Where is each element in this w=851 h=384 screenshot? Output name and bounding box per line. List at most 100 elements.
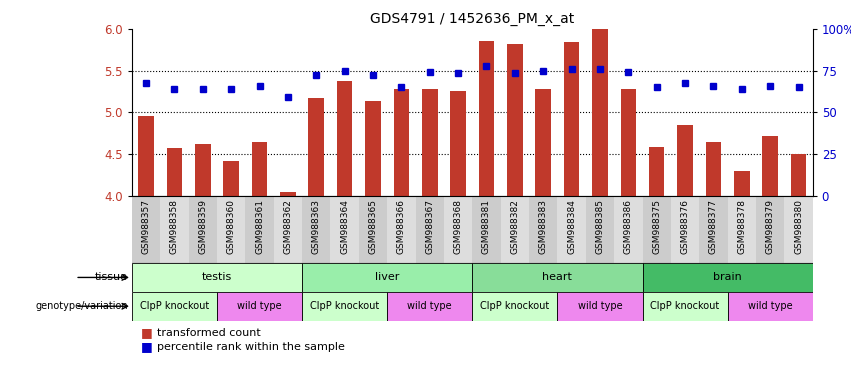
Bar (422, 89, 437, 196)
Bar (649, 147, 665, 196)
Text: genotype/variation: genotype/variation (35, 301, 128, 311)
Bar (444, 196, 472, 263)
Text: GSM988363: GSM988363 (311, 199, 321, 254)
Bar (132, 263, 302, 292)
Text: GSM988380: GSM988380 (794, 199, 803, 254)
Bar (365, 101, 380, 196)
Text: wild type: wild type (578, 301, 622, 311)
Bar (620, 89, 637, 196)
Text: GSM988384: GSM988384 (567, 199, 576, 254)
Text: percentile rank within the sample: percentile rank within the sample (157, 341, 346, 352)
Title: GDS4791 / 1452636_PM_x_at: GDS4791 / 1452636_PM_x_at (370, 12, 574, 26)
Text: tissue: tissue (94, 272, 128, 283)
Text: wild type: wild type (408, 301, 452, 311)
Bar (387, 196, 415, 263)
Text: GSM988383: GSM988383 (539, 199, 548, 254)
Text: ClpP knockout: ClpP knockout (310, 301, 380, 311)
Text: GSM988358: GSM988358 (170, 199, 179, 254)
Bar (671, 196, 700, 263)
Bar (592, 29, 608, 196)
Text: GSM988385: GSM988385 (596, 199, 604, 254)
Bar (557, 196, 585, 263)
Bar (643, 263, 813, 292)
Bar (302, 196, 330, 263)
Bar (614, 196, 643, 263)
Bar (563, 42, 580, 196)
Bar (450, 91, 466, 196)
Text: transformed count: transformed count (157, 328, 261, 338)
Text: liver: liver (375, 272, 399, 283)
Text: ClpP knockout: ClpP knockout (650, 301, 720, 311)
Bar (217, 196, 245, 263)
Bar (167, 148, 182, 196)
Text: GSM988359: GSM988359 (198, 199, 208, 254)
Bar (500, 196, 529, 263)
Bar (478, 41, 494, 196)
Bar (308, 98, 324, 196)
Text: GSM988357: GSM988357 (141, 199, 151, 254)
Text: GSM988386: GSM988386 (624, 199, 633, 254)
Text: GSM988381: GSM988381 (482, 199, 491, 254)
Text: testis: testis (202, 272, 232, 283)
Bar (734, 171, 750, 196)
Bar (280, 192, 296, 196)
Text: GSM988379: GSM988379 (766, 199, 774, 254)
Text: GSM988382: GSM988382 (511, 199, 519, 254)
Bar (223, 161, 239, 196)
Text: GSM988365: GSM988365 (368, 199, 378, 254)
Bar (302, 292, 387, 321)
Bar (705, 142, 722, 196)
Bar (189, 196, 217, 263)
Bar (132, 292, 217, 321)
Bar (302, 263, 472, 292)
Text: GSM988366: GSM988366 (397, 199, 406, 254)
Text: GSM988378: GSM988378 (737, 199, 746, 254)
Bar (330, 196, 359, 263)
Bar (274, 196, 302, 263)
Text: GSM988362: GSM988362 (283, 199, 293, 254)
Bar (529, 196, 557, 263)
Bar (700, 196, 728, 263)
Bar (643, 292, 728, 321)
Bar (337, 81, 352, 196)
Bar (132, 196, 160, 263)
Bar (643, 196, 671, 263)
Bar (393, 89, 409, 196)
Text: GSM988360: GSM988360 (226, 199, 236, 254)
Bar (728, 196, 756, 263)
Bar (557, 292, 643, 321)
Text: ClpP knockout: ClpP knockout (480, 301, 550, 311)
Bar (728, 292, 813, 321)
Text: GSM988364: GSM988364 (340, 199, 349, 254)
Text: GSM988376: GSM988376 (681, 199, 689, 254)
Bar (415, 196, 444, 263)
Bar (472, 263, 643, 292)
Text: ClpP knockout: ClpP knockout (140, 301, 209, 311)
Text: heart: heart (542, 272, 573, 283)
Bar (245, 196, 274, 263)
Text: brain: brain (713, 272, 742, 283)
Bar (791, 154, 807, 196)
Text: wild type: wild type (237, 301, 282, 311)
Text: ■: ■ (140, 326, 152, 339)
Text: GSM988367: GSM988367 (426, 199, 434, 254)
Bar (785, 196, 813, 263)
Bar (756, 196, 785, 263)
Bar (252, 142, 267, 196)
Bar (387, 292, 472, 321)
Bar (762, 136, 778, 196)
Bar (535, 89, 551, 196)
Bar (585, 196, 614, 263)
Text: wild type: wild type (748, 301, 792, 311)
Bar (507, 44, 523, 196)
Bar (359, 196, 387, 263)
Bar (138, 116, 154, 196)
Bar (160, 196, 189, 263)
Text: GSM988377: GSM988377 (709, 199, 718, 254)
Text: ■: ■ (140, 340, 152, 353)
Bar (472, 196, 500, 263)
Text: GSM988368: GSM988368 (454, 199, 463, 254)
Bar (677, 125, 693, 196)
Bar (195, 144, 211, 196)
Bar (217, 292, 302, 321)
